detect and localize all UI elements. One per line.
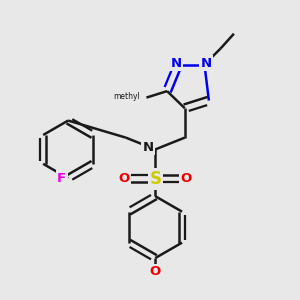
Text: N: N [171,57,182,70]
Text: O: O [181,172,192,185]
Text: O: O [119,172,130,185]
Text: S: S [149,170,161,188]
Text: N: N [200,57,211,70]
Text: N: N [200,57,211,70]
Text: O: O [150,265,161,278]
Text: N: N [142,141,154,154]
Text: F: F [57,172,66,185]
Text: methyl: methyl [113,92,140,100]
Text: O: O [150,265,161,278]
Text: S: S [149,170,161,188]
Text: O: O [119,172,130,185]
Text: N: N [142,141,154,154]
Text: O: O [181,172,192,185]
Text: N: N [171,57,182,70]
Text: F: F [57,172,66,185]
